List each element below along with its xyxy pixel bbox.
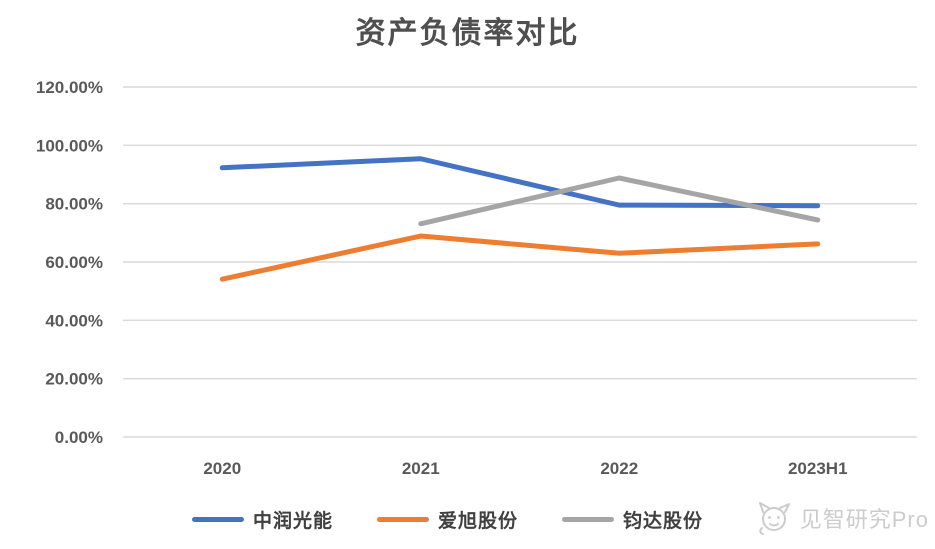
y-axis-tick-label: 40.00% — [45, 311, 103, 330]
watermark-label: 见智研究Pro — [799, 507, 929, 532]
x-axis-tick-label: 2022 — [600, 459, 638, 478]
chart-legend: 中润光能 爱旭股份 钧达股份 — [0, 506, 895, 533]
x-axis-tick-label: 2020 — [203, 459, 241, 478]
legend-label: 爱旭股份 — [437, 511, 518, 532]
series-line-爱旭股份 — [219, 233, 821, 282]
x-axis-tick-label: 2021 — [402, 459, 440, 478]
legend-line-swatch — [376, 517, 429, 522]
chart-title: 资产负债率对比 — [355, 17, 580, 50]
series-line-中润光能 — [219, 156, 821, 209]
legend-label: 中润光能 — [252, 511, 333, 532]
legend-item: 爱旭股份 — [376, 506, 518, 533]
series-line-钧达股份 — [418, 175, 821, 227]
y-axis-tick-label: 80.00% — [45, 195, 103, 214]
legend-item: 钧达股份 — [562, 506, 703, 533]
y-axis-tick-label: 0.00% — [55, 428, 103, 447]
y-axis-tick-label: 120.00% — [36, 78, 103, 97]
cat-logo-icon — [758, 502, 790, 535]
legend-line-swatch — [191, 517, 244, 522]
y-axis-tick-label: 100.00% — [36, 136, 103, 155]
legend-line-swatch — [562, 517, 614, 522]
x-axis-tick-label: 2023H1 — [788, 459, 848, 478]
legend-label: 钧达股份 — [623, 511, 704, 532]
legend-item: 中润光能 — [191, 506, 333, 533]
y-axis-tick-label: 60.00% — [45, 253, 103, 272]
watermark: 见智研究Pro — [753, 500, 929, 536]
y-axis-tick-label: 20.00% — [45, 370, 103, 389]
